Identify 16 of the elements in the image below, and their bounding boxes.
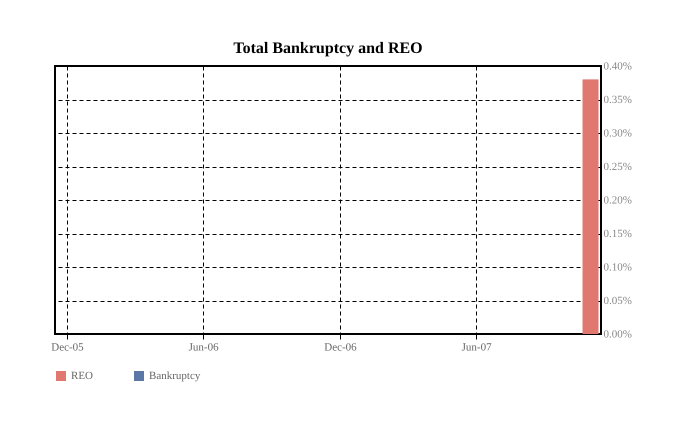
y-tick-label: 0.05% — [604, 295, 632, 307]
x-tick-label: Jun-07 — [462, 342, 492, 354]
y-tick-label: 0.15% — [604, 228, 632, 240]
legend-label: Bankruptcy — [149, 370, 201, 382]
y-tick-label: 0.40% — [604, 60, 632, 72]
y-tick-label: 0.25% — [604, 161, 632, 173]
y-tick-label: 0.00% — [604, 328, 632, 340]
x-tick-label: Jun-06 — [188, 342, 220, 354]
chart-title: Total Bankruptcy and REO — [233, 40, 423, 57]
legend-label: REO — [71, 370, 94, 382]
x-tick-label: Dec-05 — [51, 342, 84, 354]
y-tick-label: 0.30% — [604, 128, 632, 140]
y-tick-label: 0.10% — [604, 262, 632, 274]
x-tick-label: Dec-06 — [324, 342, 358, 354]
y-tick-label: 0.20% — [604, 194, 632, 206]
y-tick-label: 0.35% — [604, 94, 632, 106]
